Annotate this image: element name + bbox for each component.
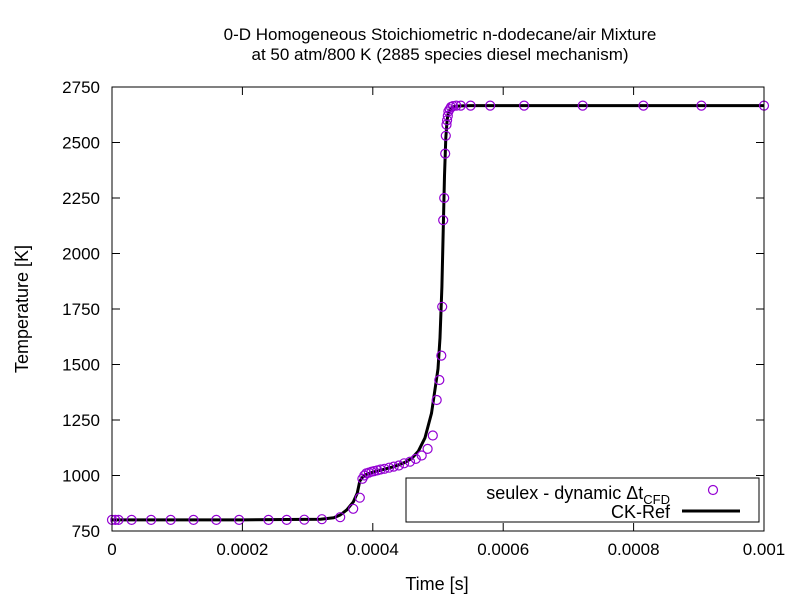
legend-entry-ck-ref: CK-Ref [611, 502, 671, 522]
data-point-seulex [354, 492, 365, 503]
data-point-seulex [436, 350, 447, 361]
legend-entry-seulex-label: seulex - dynamic Δt [486, 483, 643, 503]
chart-title: 0-D Homogeneous Stoichiometric n-dodecan… [224, 25, 657, 64]
data-point-seulex [110, 514, 121, 526]
data-point-seulex [577, 100, 588, 111]
data-point-seulex [281, 514, 292, 526]
data-point-seulex [442, 110, 453, 122]
data-point-seulex [440, 130, 451, 141]
y-tick-label: 1750 [62, 300, 100, 319]
y-tick-label: 2250 [62, 189, 100, 208]
series-line-ck-ref [112, 104, 764, 522]
y-tick-label: 750 [72, 522, 100, 541]
legend-box [405, 477, 760, 523]
data-point-seulex [113, 514, 124, 526]
data-point-seulex [427, 430, 438, 441]
legend-entry-seulex-subscript: CFD [643, 492, 670, 507]
data-point-seulex [438, 215, 449, 226]
data-point-seulex [465, 100, 476, 111]
legend: seulex - dynamic ΔtCFD CK-Ref [405, 477, 760, 523]
y-axis-label: Temperature [K] [12, 245, 32, 373]
data-point-seulex [485, 100, 496, 111]
data-point-seulex [696, 100, 707, 111]
data-point-seulex [263, 514, 274, 526]
data-point-seulex [399, 458, 410, 469]
data-point-seulex [439, 192, 450, 204]
x-tick-labels: 0 0.0002 0.0004 0.0006 0.0008 0.001 [107, 540, 785, 559]
x-tick-label: 0.001 [743, 540, 786, 559]
x-tick-label: 0.0008 [608, 540, 660, 559]
x-axis-label: Time [s] [405, 574, 468, 594]
data-point-seulex [379, 463, 390, 474]
y-tick-label: 2500 [62, 134, 100, 153]
chart-title-line-1: 0-D Homogeneous Stoichiometric n-dodecan… [224, 25, 657, 44]
data-point-seulex [410, 453, 421, 464]
data-point-seulex [165, 514, 176, 526]
y-tick-label: 1250 [62, 411, 100, 430]
data-point-seulex [316, 514, 327, 525]
data-point-seulex [638, 100, 649, 111]
axis-ticks [111, 86, 765, 532]
data-point-seulex [335, 512, 346, 523]
x-tick-label: 0.0006 [477, 540, 529, 559]
y-tick-label: 2000 [62, 245, 100, 264]
y-tick-label: 2750 [62, 78, 100, 97]
data-point-seulex [518, 100, 530, 111]
data-point-seulex [388, 461, 399, 472]
chart-title-line-2: at 50 atm/800 K (2885 species diesel mec… [251, 45, 628, 64]
plot-series [106, 100, 770, 526]
legend-entry-seulex: seulex - dynamic ΔtCFD [486, 483, 670, 507]
data-point-seulex [416, 450, 427, 461]
data-point-seulex [393, 460, 404, 471]
data-point-seulex [455, 100, 466, 111]
data-point-seulex [234, 514, 245, 526]
data-point-seulex [431, 394, 442, 406]
data-point-seulex [384, 462, 395, 473]
x-tick-label: 0 [107, 540, 116, 559]
data-point-seulex [422, 443, 433, 454]
legend-marker-seulex [707, 484, 719, 496]
y-tick-label: 1500 [62, 356, 100, 375]
x-tick-label: 0.0004 [347, 540, 399, 559]
data-point-seulex [434, 374, 445, 386]
data-point-seulex [348, 503, 359, 514]
data-point-seulex [299, 514, 310, 525]
y-tick-label: 1000 [62, 467, 100, 486]
data-point-seulex [404, 456, 416, 467]
data-point-seulex [440, 148, 451, 159]
data-point-seulex [211, 514, 222, 526]
x-tick-label: 0.0002 [216, 540, 268, 559]
data-point-seulex [126, 514, 137, 526]
data-point-seulex [188, 514, 199, 526]
data-point-seulex [447, 100, 459, 112]
data-point-seulex [437, 301, 448, 312]
y-tick-labels: 750 1000 1250 1500 1750 2000 2250 2500 2750 [62, 78, 100, 541]
data-point-seulex [451, 100, 462, 111]
data-point-seulex [146, 514, 157, 526]
